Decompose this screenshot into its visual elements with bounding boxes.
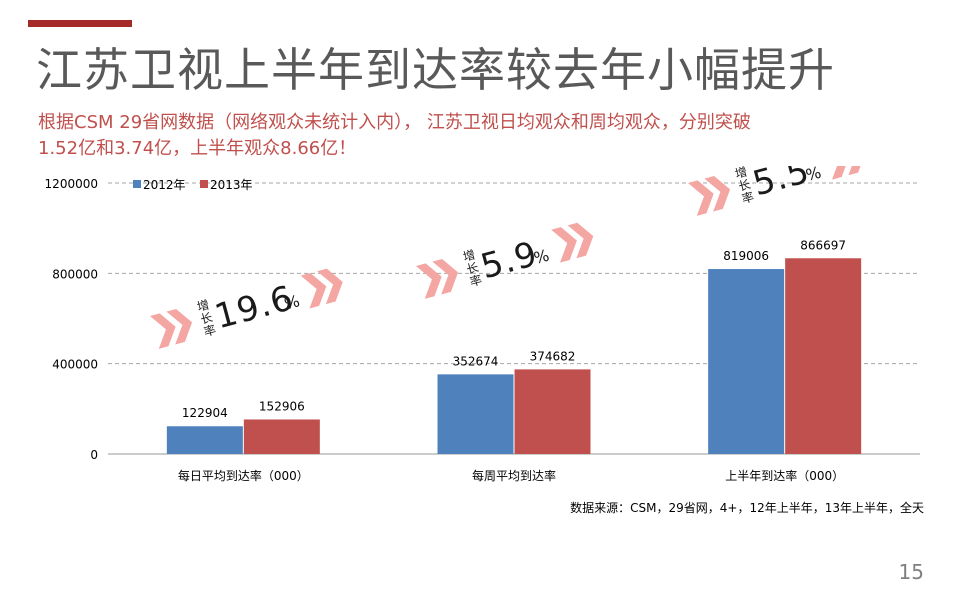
subtitle-line-2: 1.52亿和3.74亿，上半年观众8.66亿！ [38, 138, 357, 159]
growth-unit: % [282, 291, 302, 313]
y-tick-label: 800000 [52, 267, 98, 281]
accent-bar [28, 20, 132, 27]
growth-label: 增长率 [196, 298, 218, 340]
chevron-right-icon [551, 227, 577, 263]
legend-label-2: 2013年 [210, 178, 253, 192]
legend-swatch-1 [133, 180, 141, 188]
x-tick-label: 上半年到达率（000） [725, 468, 844, 483]
chevron-right-icon [839, 166, 866, 176]
data-label: 866697 [800, 238, 846, 252]
growth-unit: % [804, 166, 824, 185]
chevron-left-icon [150, 313, 176, 349]
subtitle-line-1: 根据CSM 29省网数据（网络观众未统计入内）， 江苏卫视日均观众和周均观众，分… [38, 112, 751, 133]
data-label: 152906 [259, 399, 305, 413]
chevron-left-icon [432, 259, 459, 295]
bar-1-1 [166, 426, 243, 454]
page-subtitle: 根据CSM 29省网数据（网络观众未统计入内）， 江苏卫视日均观众和周均观众，分… [38, 110, 918, 162]
bar-1-2 [437, 374, 514, 454]
chevron-left-icon [688, 180, 714, 216]
chevron-left-icon [166, 309, 193, 345]
page-title: 江苏卫视上半年到达率较去年小幅提升 [36, 43, 835, 97]
reach-bar-chart: 0 400000 800000 1200000 2012年 2013年 122904 1529… [45, 166, 920, 483]
data-label: 122904 [182, 406, 228, 420]
y-tick-label: 0 [90, 448, 98, 462]
x-tick-label: 每周平均到达率 [472, 468, 556, 483]
bar-1-3 [708, 269, 785, 454]
data-label: 374682 [530, 349, 576, 363]
chevron-right-icon [567, 222, 594, 259]
growth-unit: % [532, 246, 552, 268]
chevron-left-icon [416, 263, 442, 299]
page-number: 15 [898, 560, 924, 584]
chevron-right-icon [823, 166, 849, 180]
data-label: 819006 [723, 249, 769, 263]
chevron-left-icon [704, 176, 731, 212]
legend-label-1: 2012年 [143, 178, 186, 192]
chevron-right-icon [317, 268, 343, 305]
growth-label: 增长率 [462, 248, 484, 290]
growth-label: 增长率 [734, 166, 756, 206]
legend-swatch-2 [200, 180, 208, 188]
x-tick-label: 每日平均到达率（000） [178, 468, 309, 483]
bar-2-3 [785, 258, 862, 454]
chevron-right-icon [300, 273, 327, 309]
data-source-note: 数据来源：CSM，29省网，4+，12年上半年，13年上半年，全天 [570, 501, 924, 515]
y-tick-label: 400000 [52, 358, 98, 372]
data-label: 352674 [453, 354, 499, 368]
growth-value: 5.9 [477, 234, 542, 287]
bar-2-2 [514, 369, 591, 454]
bar-2-1 [243, 419, 320, 454]
y-tick-label: 1200000 [45, 177, 98, 191]
